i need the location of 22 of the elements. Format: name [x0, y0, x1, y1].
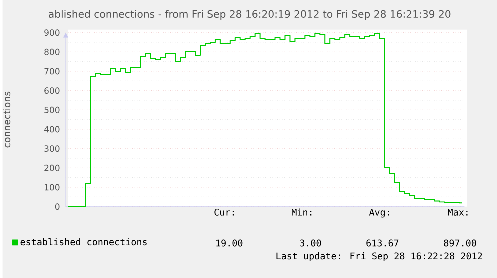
text: 19.00: [216, 240, 243, 247]
text: Last update: Fri Sep 28 16:22:28 2012: [276, 252, 482, 262]
text: 3.00: [300, 240, 322, 247]
y-tick-label: 300: [44, 145, 60, 152]
y-tick-label: 700: [44, 68, 60, 75]
chart-title: ablished connections - from Fri Sep 28 16:20:19 2012 to Fri Sep 28 16:21:39 20: [49, 10, 451, 20]
text: Min:: [292, 208, 312, 216]
legend-label: established connections: [20, 238, 147, 246]
y-tick-label: 400: [44, 126, 60, 133]
y-tick-label: 800: [44, 48, 60, 56]
y-tick-label: 600: [44, 87, 60, 94]
y-tick-label: 500: [44, 106, 60, 114]
y-tick-label: 200: [44, 164, 60, 172]
y-axis-title: connections: [3, 92, 11, 148]
text: 897.00: [444, 240, 476, 247]
text: 613.67: [366, 240, 399, 247]
text: Cur:: [214, 208, 234, 216]
y-tick-label: 0: [55, 203, 60, 210]
text: Max:: [448, 208, 468, 216]
y-tick-label: 900: [44, 29, 60, 36]
text: Avg:: [369, 208, 390, 218]
y-tick-label: 100: [44, 184, 60, 191]
